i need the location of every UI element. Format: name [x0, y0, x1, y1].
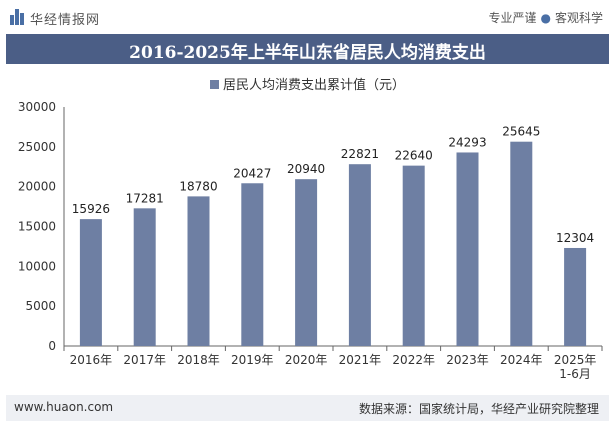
y-tick-label: 15000 — [18, 220, 56, 234]
top-bar: 华经情报网 专业严谨 ● 客观科学 — [0, 0, 615, 34]
data-label: 22821 — [341, 147, 379, 161]
y-tick-label: 20000 — [18, 180, 56, 194]
dot-icon: ● — [540, 11, 551, 25]
website-url[interactable]: www.huaon.com — [14, 400, 114, 414]
slogan-left: 专业严谨 — [488, 11, 537, 25]
bar — [510, 141, 533, 346]
legend-label: 居民人均消费支出累计值（元） — [223, 78, 406, 93]
x-tick-label: 2017年 — [123, 353, 166, 367]
data-label: 20427 — [233, 166, 271, 180]
y-tick-label: 25000 — [18, 140, 56, 154]
x-tick-label: 2025年 1-6月 — [554, 353, 597, 381]
data-source: 数据来源：国家统计局，华经产业研究院整理 — [358, 402, 599, 416]
x-tick-label: 2024年 — [500, 353, 543, 367]
slogan: 专业严谨 ● 客观科学 — [488, 9, 603, 26]
data-label: 24293 — [448, 135, 486, 149]
brand-name: 华经情报网 — [30, 13, 101, 28]
footer-bar: www.huaon.com 数据来源：国家统计局，华经产业研究院整理 — [6, 395, 609, 421]
y-tick-label: 30000 — [18, 100, 56, 114]
title-bar: 2016-2025年上半年山东省居民人均消费支出 — [6, 34, 609, 64]
bar — [456, 152, 479, 346]
data-label: 22640 — [395, 149, 433, 163]
x-tick-label: 2016年 — [70, 353, 113, 367]
y-tick-label: 0 — [48, 339, 56, 353]
chart-title: 2016-2025年上半年山东省居民人均消费支出 — [129, 43, 486, 63]
x-tick-label: 2021年 — [339, 353, 382, 367]
bar — [187, 196, 210, 346]
data-label: 15926 — [72, 202, 110, 216]
data-label: 25645 — [502, 125, 540, 139]
x-tick-label: 2020年 — [285, 353, 328, 367]
bar — [348, 164, 371, 346]
bar — [402, 165, 425, 346]
data-label: 12304 — [556, 231, 594, 245]
data-label: 17281 — [126, 191, 164, 205]
bar — [564, 247, 587, 346]
bar — [79, 219, 102, 346]
legend-swatch — [210, 80, 219, 89]
data-label: 18780 — [179, 179, 217, 193]
y-tick-label: 5000 — [25, 299, 56, 313]
x-tick-label: 2019年 — [231, 353, 274, 367]
slogan-right: 客观科学 — [554, 11, 603, 25]
y-tick-label: 10000 — [18, 259, 56, 273]
data-label: 20940 — [287, 162, 325, 176]
bar — [295, 179, 318, 346]
logo-icon — [10, 9, 24, 25]
bar — [133, 208, 156, 346]
chart-legend: 居民人均消费支出累计值（元） — [210, 74, 405, 93]
bar — [241, 183, 264, 346]
x-tick-label: 2018年 — [177, 353, 220, 367]
x-tick-label: 2023年 — [446, 353, 489, 367]
x-tick-label: 2022年 — [392, 353, 435, 367]
